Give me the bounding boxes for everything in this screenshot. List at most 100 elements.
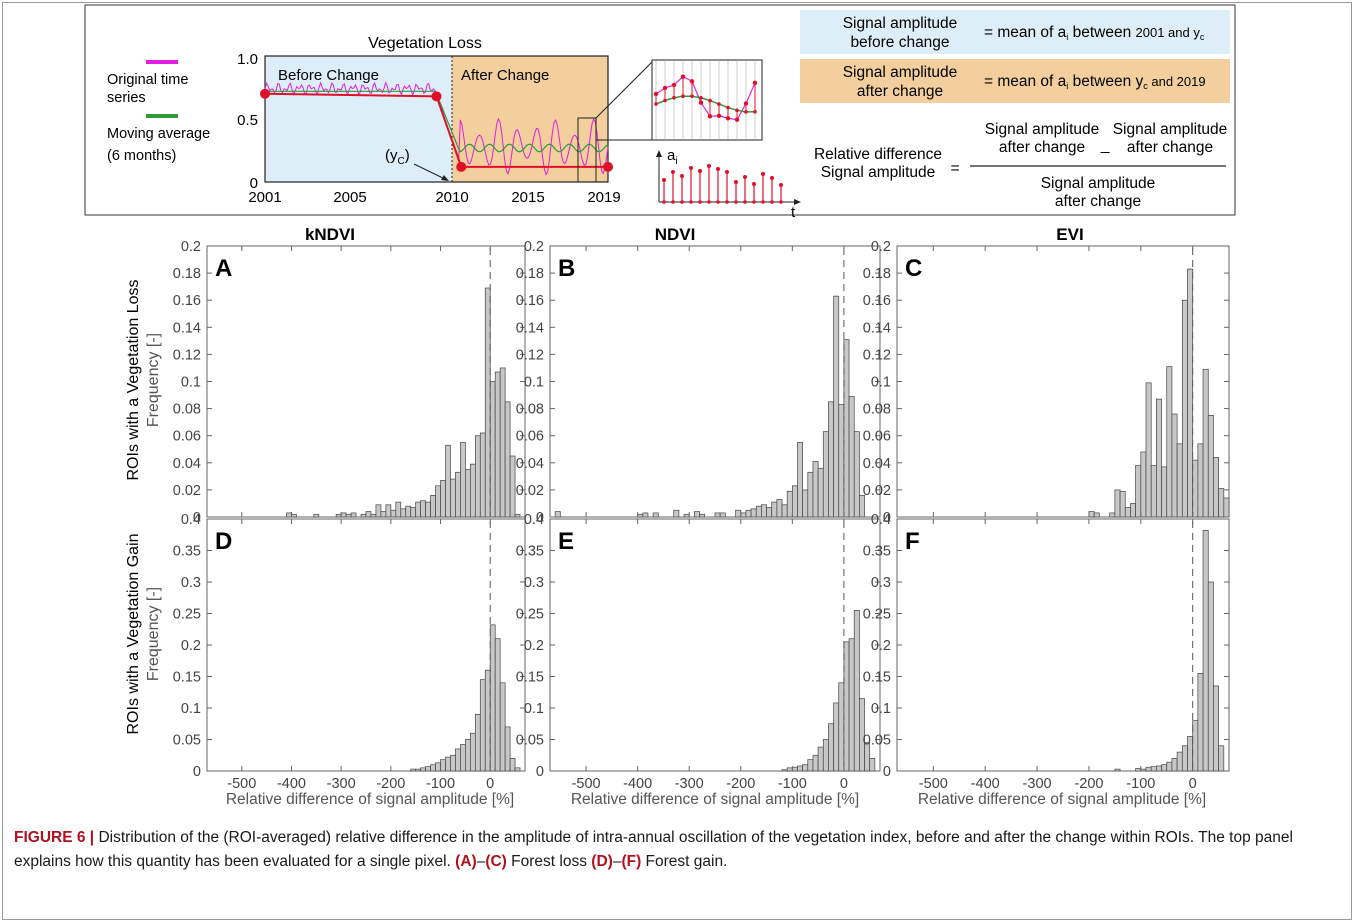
xtick-label: -300 (1023, 776, 1052, 792)
xtick-label: -300 (675, 776, 704, 792)
breakpoint-1 (431, 91, 442, 102)
panel-letter-B: B (558, 255, 575, 282)
histogram-bar (1140, 451, 1147, 518)
histogram-bar (489, 624, 496, 772)
caption-ref-d: (D) (591, 853, 613, 870)
histogram-bar (771, 501, 778, 518)
histogram-bar (848, 638, 855, 772)
histogram-bar (430, 494, 436, 518)
histogram-bar (828, 723, 834, 772)
zoom-point (734, 117, 740, 122)
schematic-title: Vegetation Loss (368, 35, 482, 52)
zoom-avg-point (699, 95, 703, 100)
histogram-bar (425, 501, 431, 518)
ytick-label: 0.05 (863, 733, 891, 749)
histogram-bar (514, 513, 521, 518)
zoom-avg-point (753, 109, 757, 114)
inset-xtick-2001: 2001 (248, 189, 281, 206)
eq2-background (800, 59, 1230, 103)
histogram-bar (828, 401, 834, 518)
ytick-label: 0.3 (871, 575, 891, 591)
caption-ref-c: (C) (485, 853, 507, 870)
xlabel-ndvi: Relative difference of signal amplitude … (571, 791, 859, 808)
ytick-label: 0.15 (516, 670, 544, 686)
ytick-label: 0.16 (173, 293, 201, 309)
ytick-label: 0.15 (173, 670, 201, 686)
ytick-label: 0.2 (181, 638, 201, 654)
caption-text-2: Forest loss (506, 853, 592, 870)
ytick-label: 0.14 (863, 320, 891, 336)
ytick-label: 0.1 (181, 701, 201, 717)
histogram-bar (460, 442, 466, 518)
eq1-rhs: = mean of ai between 2001 and yc (984, 24, 1205, 42)
histogram-bar (1145, 382, 1152, 518)
histogram-bar (1161, 764, 1168, 772)
histogram-bar (420, 767, 426, 772)
histogram-bar (313, 513, 320, 518)
amplitude-stem-plot: ai t (656, 147, 801, 221)
histogram-bar (1192, 459, 1199, 518)
stem-base (770, 200, 774, 204)
ytick-label: 0.4 (524, 512, 544, 528)
zoom-inset (651, 59, 763, 141)
histogram-bar (797, 765, 804, 772)
ytick-label: 0.06 (516, 429, 544, 445)
stem-head (680, 174, 684, 178)
histogram-bar (380, 511, 387, 518)
histogram-bar (833, 295, 840, 518)
figure-caption: FIGURE 6 | Distribution of the (ROI-aver… (14, 826, 1344, 874)
ytick-label: 0.2 (181, 239, 201, 255)
histogram-bar (360, 513, 367, 518)
piecewise-fit-line (264, 92, 608, 168)
histogram-bar (642, 512, 649, 518)
after-change-region (452, 56, 608, 182)
caption-label: FIGURE 6 | (14, 829, 95, 846)
histogram-bar (435, 485, 441, 518)
stem-head (743, 175, 747, 179)
ytick-label: 0.18 (516, 266, 544, 282)
ytick-label: 0.3 (524, 575, 544, 591)
ytick-label: 0.2 (871, 638, 891, 654)
histogram-panel-B: B 0 0.02 0.04 0.06 0.08 0.1 0.12 0.14 0.16 0.18 0.2 (516, 239, 881, 526)
histogram-bar (499, 682, 506, 772)
histogram-bar (807, 471, 814, 518)
ytick-label: 0 (883, 764, 891, 780)
stem-head (662, 178, 666, 182)
histogram-bar (791, 485, 798, 518)
ytick-label: 0.12 (863, 347, 891, 363)
histogram-bar (335, 513, 342, 518)
ytick-label: 0.12 (516, 347, 544, 363)
histogram-panel-F: F00.050.10.150.20.250.30.350.4-500 -400 -3… (863, 512, 1230, 792)
eq1-lhs-1: Signal amplitude (843, 15, 958, 32)
ytick-label: 0.06 (863, 429, 891, 445)
histogram-bar (817, 746, 824, 772)
ytick-label: 0.1 (524, 375, 544, 391)
stem-base (761, 200, 765, 204)
legend-original-label-1: Original time (107, 72, 188, 88)
ytick-label: 0.1 (871, 375, 891, 391)
histogram-bar (1140, 768, 1147, 772)
inset-xtick-2019: 2019 (587, 189, 620, 206)
histogram-bar (445, 756, 451, 772)
xlabel-kndvi: Relative difference of signal amplitude … (226, 791, 514, 808)
histogram-bar (869, 758, 876, 772)
zoom-point (662, 85, 668, 91)
stem-x-arrow (794, 199, 801, 205)
ytick-label: 0.25 (863, 607, 891, 623)
histogram-bar (1207, 415, 1214, 518)
histogram-bar (1114, 489, 1121, 518)
histogram-bar (1088, 511, 1095, 518)
histogram-bar (440, 480, 446, 518)
ytick-label: 0.12 (173, 347, 201, 363)
zoom-point (752, 80, 758, 86)
histogram-bar (781, 504, 788, 518)
ytick-label: 0.04 (863, 456, 891, 472)
histogram-bar (1135, 465, 1142, 518)
ytick-label: 0.05 (173, 733, 201, 749)
zoom-avg-point (681, 94, 685, 98)
xtick-label: -500 (227, 776, 256, 792)
breakpoint-2 (456, 161, 467, 172)
histogram-bar (1181, 299, 1188, 518)
eq1-background (800, 10, 1230, 54)
ytick-label: 0.2 (871, 239, 891, 255)
